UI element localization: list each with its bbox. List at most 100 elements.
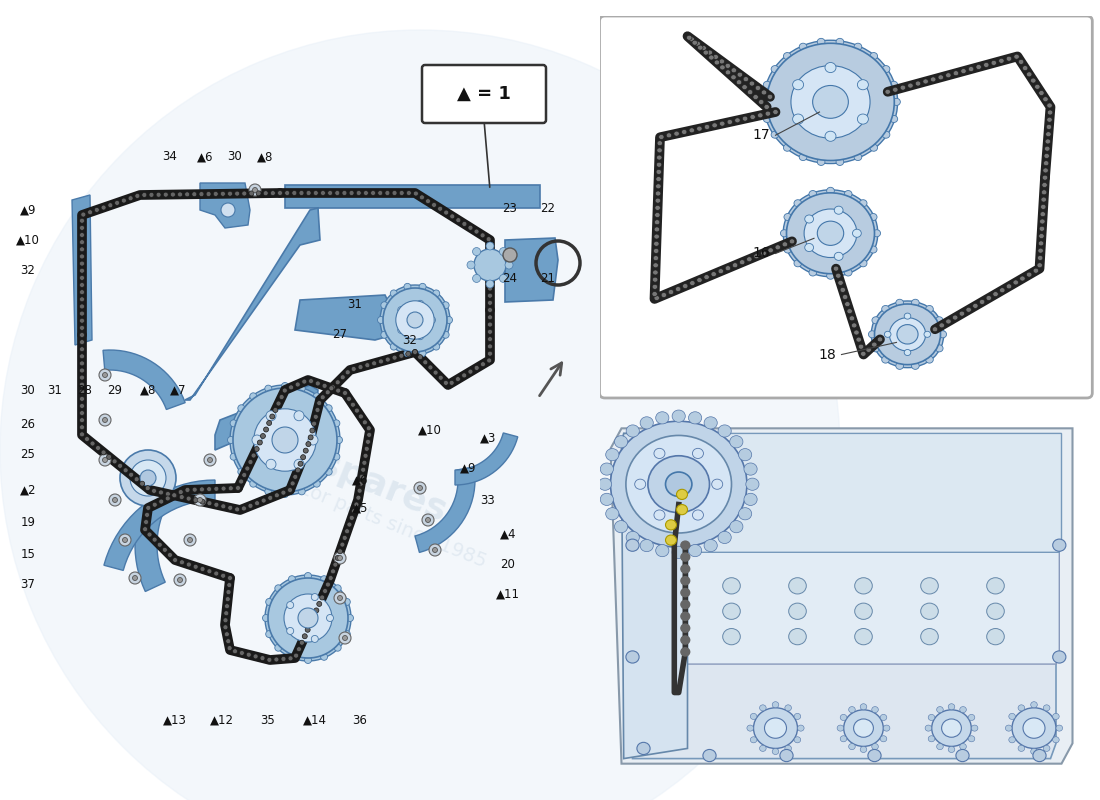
Circle shape bbox=[858, 344, 864, 350]
Circle shape bbox=[132, 575, 138, 581]
Circle shape bbox=[360, 474, 364, 479]
Circle shape bbox=[385, 357, 390, 362]
Circle shape bbox=[317, 602, 322, 606]
Circle shape bbox=[385, 190, 389, 195]
Circle shape bbox=[689, 545, 702, 557]
Circle shape bbox=[785, 746, 792, 751]
Circle shape bbox=[635, 479, 646, 490]
Circle shape bbox=[277, 190, 283, 195]
Circle shape bbox=[487, 322, 493, 327]
Circle shape bbox=[681, 636, 690, 644]
Circle shape bbox=[971, 725, 978, 731]
Circle shape bbox=[213, 502, 219, 507]
Circle shape bbox=[986, 295, 991, 301]
Circle shape bbox=[311, 421, 317, 426]
Circle shape bbox=[208, 458, 212, 462]
Circle shape bbox=[754, 708, 798, 749]
Circle shape bbox=[144, 519, 148, 525]
Circle shape bbox=[101, 205, 106, 210]
Circle shape bbox=[221, 203, 235, 217]
Circle shape bbox=[773, 110, 779, 114]
Circle shape bbox=[250, 480, 256, 487]
Circle shape bbox=[763, 40, 898, 163]
Circle shape bbox=[294, 653, 298, 658]
Circle shape bbox=[836, 158, 844, 166]
Circle shape bbox=[102, 373, 108, 378]
Circle shape bbox=[455, 377, 461, 382]
Circle shape bbox=[946, 73, 952, 78]
Circle shape bbox=[178, 490, 184, 494]
Circle shape bbox=[840, 287, 846, 293]
Circle shape bbox=[320, 595, 324, 600]
Circle shape bbox=[855, 578, 872, 594]
Circle shape bbox=[142, 193, 146, 198]
Circle shape bbox=[114, 201, 120, 206]
Circle shape bbox=[119, 534, 131, 546]
Circle shape bbox=[249, 191, 254, 196]
Circle shape bbox=[381, 302, 388, 309]
Circle shape bbox=[282, 490, 288, 498]
Circle shape bbox=[79, 368, 85, 373]
Polygon shape bbox=[621, 434, 688, 758]
Circle shape bbox=[712, 479, 723, 490]
Circle shape bbox=[656, 545, 669, 557]
Circle shape bbox=[703, 750, 716, 762]
Circle shape bbox=[750, 714, 757, 719]
Circle shape bbox=[871, 342, 877, 347]
Circle shape bbox=[857, 114, 868, 124]
Circle shape bbox=[338, 555, 342, 561]
Circle shape bbox=[744, 77, 749, 82]
Circle shape bbox=[966, 307, 971, 312]
Circle shape bbox=[107, 454, 111, 459]
Circle shape bbox=[844, 710, 883, 746]
Circle shape bbox=[326, 468, 332, 475]
Circle shape bbox=[366, 426, 372, 430]
Circle shape bbox=[315, 407, 320, 413]
Circle shape bbox=[481, 362, 485, 366]
Circle shape bbox=[652, 270, 658, 275]
Circle shape bbox=[1040, 219, 1045, 224]
Circle shape bbox=[697, 45, 703, 50]
Circle shape bbox=[783, 190, 878, 277]
Text: ▲4: ▲4 bbox=[499, 527, 516, 541]
Circle shape bbox=[473, 247, 481, 255]
Circle shape bbox=[224, 604, 230, 609]
Circle shape bbox=[177, 578, 183, 582]
Circle shape bbox=[785, 705, 792, 711]
Circle shape bbox=[144, 512, 150, 518]
Circle shape bbox=[148, 192, 154, 198]
Circle shape bbox=[856, 337, 861, 342]
Circle shape bbox=[601, 463, 614, 475]
Circle shape bbox=[186, 496, 191, 501]
Circle shape bbox=[79, 375, 85, 380]
Circle shape bbox=[860, 351, 866, 356]
Circle shape bbox=[763, 115, 771, 122]
Circle shape bbox=[487, 286, 493, 291]
Text: 37: 37 bbox=[21, 578, 35, 591]
Circle shape bbox=[276, 401, 280, 406]
Circle shape bbox=[226, 590, 231, 594]
Circle shape bbox=[857, 80, 868, 90]
Circle shape bbox=[266, 459, 276, 470]
Circle shape bbox=[298, 488, 305, 495]
Circle shape bbox=[878, 337, 883, 342]
Circle shape bbox=[443, 210, 449, 215]
Circle shape bbox=[412, 350, 418, 354]
Circle shape bbox=[937, 706, 944, 713]
Circle shape bbox=[1026, 72, 1032, 77]
Circle shape bbox=[960, 69, 966, 74]
Circle shape bbox=[784, 214, 792, 221]
Circle shape bbox=[1019, 705, 1025, 711]
Circle shape bbox=[870, 53, 878, 60]
Circle shape bbox=[449, 380, 454, 386]
Circle shape bbox=[653, 262, 659, 268]
Circle shape bbox=[637, 742, 650, 754]
Circle shape bbox=[487, 250, 493, 255]
Circle shape bbox=[487, 258, 493, 262]
Circle shape bbox=[794, 200, 802, 206]
Circle shape bbox=[79, 326, 85, 330]
Circle shape bbox=[855, 629, 872, 645]
Circle shape bbox=[696, 126, 702, 131]
Text: 19: 19 bbox=[21, 517, 35, 530]
Circle shape bbox=[653, 249, 659, 254]
